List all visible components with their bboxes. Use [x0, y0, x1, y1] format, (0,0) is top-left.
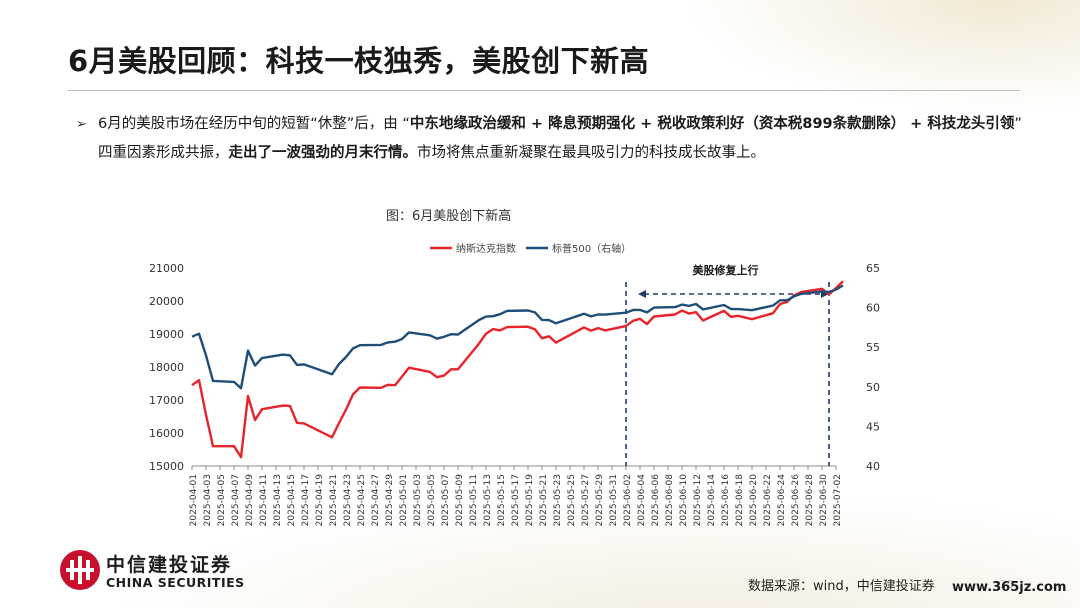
x-tick-label: 2025-04-05 — [217, 474, 227, 526]
x-tick-label: 2025-05-15 — [497, 474, 507, 526]
x-tick-label: 2025-05-31 — [609, 474, 619, 526]
x-tick-labels: 2025-04-01 2025-04-03 2025-04-05 2025-04-07… — [189, 466, 843, 526]
x-tick-label: 2025-05-25 — [567, 474, 577, 526]
bullet-conclusion-bold: 走出了一波强劲的月末行情。 — [228, 145, 418, 161]
x-tick-label: 2025-05-11 — [469, 474, 479, 526]
x-tick-label: 2025-05-09 — [455, 474, 465, 527]
x-tick-label: 2025-04-09 — [245, 474, 255, 527]
annotation-arrowhead-left — [638, 290, 646, 298]
annotation-label: 美股修复上行 — [693, 263, 759, 277]
x-tick-label: 2025-05-03 — [413, 474, 423, 526]
x-tick-label: 2025-04-11 — [259, 474, 269, 526]
x-tick-label: 2025-05-05 — [427, 474, 437, 526]
x-tick-label: 2025-05-13 — [483, 474, 493, 526]
legend-label: 纳斯达克指数 — [456, 242, 516, 255]
header-decoration — [660, 0, 1080, 120]
x-tick-label: 2025-04-25 — [357, 474, 367, 526]
y-left-tick-label: 19000 — [149, 328, 184, 341]
x-tick-label: 2025-06-20 — [749, 474, 759, 527]
data-source: 数据来源：wind，中信建投证券 — [748, 579, 935, 594]
bullet-paragraph: ➢ 6月的美股市场在经历中旬的短暂“休整”后，由 “中东地缘政治缓和 + 降息预… — [76, 110, 1036, 168]
legend-label: 标普500（右轴） — [552, 242, 631, 255]
logo-name-cn: 中信建投证券 — [106, 554, 233, 576]
y-left-tick-label: 21000 — [149, 262, 184, 275]
x-tick-label: 2025-06-10 — [679, 474, 689, 527]
x-tick-label: 2025-05-01 — [399, 474, 409, 526]
x-tick-label: 2025-05-29 — [595, 474, 605, 527]
chart-lines — [191, 280, 844, 459]
y-right-tick-label: 4000 — [866, 460, 880, 473]
x-tick-label: 2025-05-21 — [539, 474, 549, 526]
slide-title: 6月美股回顾：科技一枝独秀，美股创下新高 — [68, 44, 650, 78]
y-left-tick-label: 16000 — [149, 427, 184, 440]
citic-logo-icon — [60, 550, 100, 590]
x-tick-label: 2025-04-03 — [203, 474, 213, 526]
x-tick-label: 2025-06-16 — [721, 474, 731, 527]
x-tick-label: 2025-05-17 — [511, 474, 521, 526]
x-tick-label: 2025-06-04 — [637, 474, 647, 527]
x-tick-label: 2025-06-22 — [763, 474, 773, 526]
bullet-text-part2: ” 四重因素形成共振， — [98, 116, 1022, 161]
x-tick-label: 2025-04-21 — [329, 474, 339, 526]
x-tick-label: 2025-06-06 — [651, 474, 661, 527]
x-tick-label: 2025-05-19 — [525, 474, 535, 527]
y-right-tick-label: 4500 — [866, 420, 880, 433]
bullet-arrow-icon: ➢ — [76, 117, 87, 132]
x-tick-label: 2025-06-18 — [735, 474, 745, 527]
bullet-text-part3: 市场将焦点重新凝聚在最具吸引力的科技成长故事上。 — [417, 145, 765, 161]
x-tick-label: 2025-05-23 — [553, 474, 563, 526]
x-tick-label: 2025-04-29 — [385, 474, 395, 527]
x-tick-label: 2025-06-12 — [693, 474, 703, 526]
y-right-tick-label: 5500 — [866, 341, 880, 354]
x-tick-label: 2025-04-27 — [371, 474, 381, 526]
sp500-line — [191, 284, 844, 390]
y-left-tick-label: 20000 — [149, 295, 184, 308]
page-number: 25 — [1000, 578, 1014, 591]
company-logo: 中信建投证券 CHINA SECURITIES — [58, 550, 258, 594]
y-right-tick-label: 6500 — [866, 262, 880, 275]
x-tick-label: 2025-04-19 — [315, 474, 325, 527]
y-left-tick-label: 15000 — [149, 460, 184, 473]
x-tick-label: 2025-06-30 — [819, 474, 829, 527]
watermark-url: www.365jz.com — [952, 580, 1067, 595]
bullet-text-part1: 6月的美股市场在经历中旬的短暂“休整”后，由 “ — [98, 116, 410, 132]
x-tick-label: 2025-05-27 — [581, 474, 591, 526]
x-tick-label: 2025-06-26 — [791, 474, 801, 527]
x-tick-label: 2025-04-15 — [287, 474, 297, 526]
logo-name-en: CHINA SECURITIES — [106, 575, 245, 590]
x-tick-label: 2025-06-08 — [665, 474, 675, 527]
y-left-tick-label: 18000 — [149, 361, 184, 374]
chart-axes: 15000 16000 17000 18000 19000 20000 21000 4000 4… — [149, 262, 880, 473]
bullet-factors-bold: 中东地缘政治缓和 + 降息预期强化 + 税收政策利好（资本税899条款删除） +… — [409, 116, 1015, 132]
chart-legend: 纳斯达克指数 标普500（右轴） — [430, 242, 631, 255]
x-tick-label: 2025-06-14 — [707, 474, 717, 527]
x-tick-label: 2025-06-02 — [623, 474, 633, 526]
bullet-text: 6月的美股市场在经历中旬的短暂“休整”后，由 “中东地缘政治缓和 + 降息预期强… — [98, 110, 1036, 168]
x-tick-label: 2025-07-02 — [833, 474, 843, 526]
x-tick-label: 2025-04-01 — [189, 474, 199, 526]
y-right-tick-label: 5000 — [866, 381, 880, 394]
x-tick-label: 2025-04-17 — [301, 474, 311, 526]
x-tick-label: 2025-06-28 — [805, 474, 815, 527]
chart-caption: 图：6月美股创下新高 — [386, 209, 512, 224]
x-tick-label: 2025-05-07 — [441, 474, 451, 526]
x-tick-label: 2025-06-24 — [777, 474, 787, 527]
x-tick-label: 2025-04-23 — [343, 474, 353, 526]
nasdaq-line — [191, 280, 844, 459]
title-divider — [68, 90, 1020, 91]
y-left-tick-label: 17000 — [149, 394, 184, 407]
x-tick-label: 2025-04-13 — [273, 474, 283, 526]
market-chart: 纳斯达克指数 标普500（右轴） 15000 16000 17000 18000 1900… — [149, 242, 880, 526]
y-right-tick-label: 6000 — [866, 302, 880, 315]
x-tick-label: 2025-04-07 — [231, 474, 241, 526]
